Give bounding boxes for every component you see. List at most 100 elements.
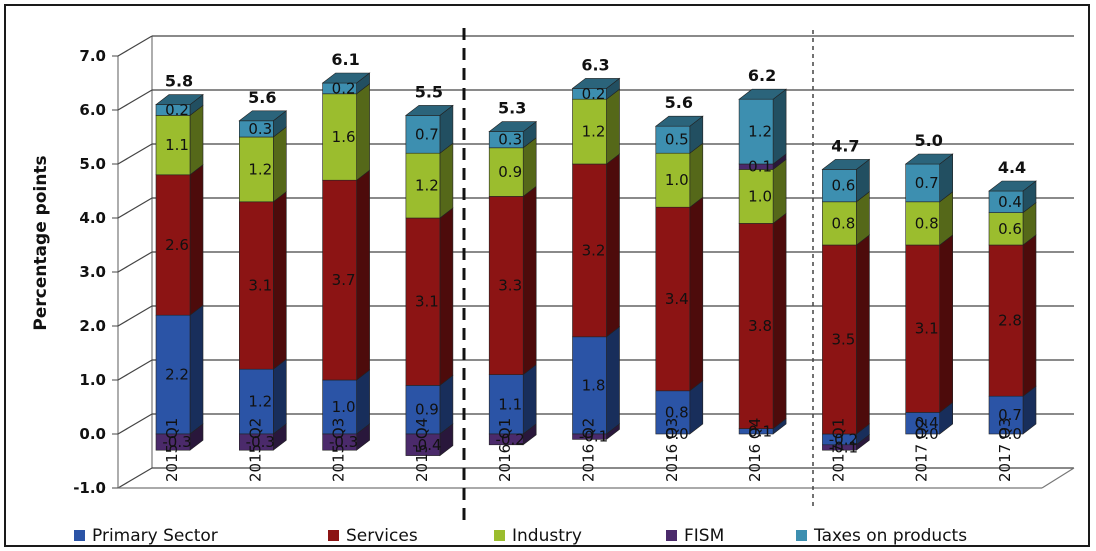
total-label: 6.3 <box>581 55 609 74</box>
bars <box>155 72 1037 457</box>
bar-side <box>189 104 204 176</box>
total-label: 5.3 <box>498 99 526 118</box>
segment-label: 1.8 <box>582 376 606 394</box>
bar-segment <box>572 163 607 338</box>
bar-segment <box>988 212 1024 246</box>
segment-label: 3.8 <box>748 317 772 335</box>
bar-side <box>606 153 620 338</box>
gridline-depth <box>117 35 153 57</box>
y-tick-label: -1.0 <box>73 479 106 497</box>
segment-label: 3.1 <box>915 320 939 338</box>
segment-label: 0.8 <box>831 214 855 232</box>
segment-label: -0.2 <box>829 430 858 448</box>
bar-segment <box>572 433 607 440</box>
segment-label: 0.3 <box>498 131 522 149</box>
segment-label: -0.2 <box>496 430 525 448</box>
x-tick-label: 2016 Q1 <box>496 418 514 482</box>
segment-label: -0.1 <box>829 439 858 457</box>
bar-top <box>821 159 871 170</box>
segment-label: 2.2 <box>165 366 189 384</box>
total-label: 5.8 <box>165 72 193 91</box>
segment-label: -0.4 <box>412 436 441 454</box>
bar-segment <box>488 147 524 197</box>
bar-side <box>772 88 787 165</box>
floor-right-edge <box>1041 467 1075 489</box>
total-label: 6.1 <box>331 50 359 69</box>
segment-label: 1.2 <box>248 160 272 178</box>
segment-label: 1.0 <box>332 398 356 416</box>
bar-segment <box>322 379 357 435</box>
bar-segment <box>239 136 274 203</box>
total-label: 6.2 <box>748 66 776 85</box>
bar-top <box>988 180 1037 192</box>
segment-label: 0.2 <box>332 79 356 97</box>
segment-label: 1.2 <box>582 123 606 141</box>
bar-side <box>439 142 454 219</box>
segment-label: 0.0 <box>915 425 939 443</box>
chart-frame: 7.0 6.0 5.0 4.0 3.0 2.0 1.0 0.0 -1.0 Percentage … <box>4 4 1090 547</box>
legend-swatch <box>796 530 807 541</box>
segment-labels: 2.2 2.6 1.1 -0.3 0.2 1.2 3.1 1.2 -0.3 0.3 1.0 3.7 1.… <box>162 79 1022 456</box>
bar-side <box>189 304 204 435</box>
bar-segment <box>822 169 857 203</box>
bar-side <box>522 185 537 376</box>
bar-side <box>189 164 204 316</box>
bar-segment <box>655 390 691 435</box>
segment-label: 3.3 <box>498 277 522 295</box>
legend-swatch <box>494 530 505 541</box>
segment-label: 1.1 <box>165 136 189 154</box>
bar-side <box>439 207 454 387</box>
segment-label: 0.4 <box>915 414 939 432</box>
segment-label: 0.1 <box>748 158 772 176</box>
bar-side <box>689 142 704 208</box>
x-tick-label: 2017 Q2 <box>913 418 931 482</box>
y-axis-label: Percentage points <box>31 155 51 330</box>
total-label: 4.7 <box>831 136 859 155</box>
x-tick-label: 2015 Q1 <box>163 418 181 482</box>
legend-swatch <box>328 530 339 541</box>
gridline-depth <box>117 89 153 111</box>
bar-side <box>939 234 954 414</box>
segment-label: 0.0 <box>665 425 689 443</box>
segment-label: -0.3 <box>246 433 275 451</box>
bar-segment <box>488 433 524 446</box>
segment-label: 0.7 <box>415 125 439 143</box>
x-tick-label: 2015 Q3 <box>330 418 348 482</box>
gridline-depth <box>117 143 153 165</box>
bar-top <box>321 72 371 84</box>
bar-top <box>738 88 787 100</box>
x-tick-label: 2017 Q3 <box>996 418 1014 482</box>
legend-label: Industry <box>512 526 582 545</box>
bar-side <box>772 212 787 430</box>
legend-label: Services <box>346 526 418 545</box>
segment-label: 3.2 <box>582 241 606 259</box>
segment-label: 2.8 <box>998 312 1022 330</box>
gridline-depth <box>117 467 153 489</box>
bar-segment <box>488 196 524 375</box>
bar-side <box>1022 234 1037 397</box>
bar-segment <box>488 374 524 435</box>
bar-side <box>356 369 370 435</box>
segment-label: 0.9 <box>498 163 522 181</box>
bar-side <box>606 326 620 435</box>
bar-top <box>654 115 704 127</box>
segment-label: 0.6 <box>998 220 1022 238</box>
gridline-depth <box>117 413 153 435</box>
y-tick-label: 1.0 <box>79 371 106 389</box>
bar-segment <box>155 174 191 316</box>
bar-side <box>689 196 704 392</box>
bar-segment <box>322 179 357 381</box>
legend-swatch <box>666 530 677 541</box>
bar-side <box>356 83 370 181</box>
y-axis-ticks: 7.0 6.0 5.0 4.0 3.0 2.0 1.0 0.0 -1.0 <box>73 47 106 497</box>
bar-top <box>904 153 954 165</box>
bar-segment <box>738 169 774 224</box>
period-dividers <box>462 28 814 528</box>
segment-label: 0.8 <box>665 403 689 421</box>
total-label: 5.6 <box>248 88 276 107</box>
segment-label: 3.7 <box>332 271 356 289</box>
bar-segment <box>655 152 691 208</box>
segment-label: 3.4 <box>665 290 689 308</box>
y-tick-label: 7.0 <box>79 47 106 65</box>
bar-side <box>356 169 370 381</box>
